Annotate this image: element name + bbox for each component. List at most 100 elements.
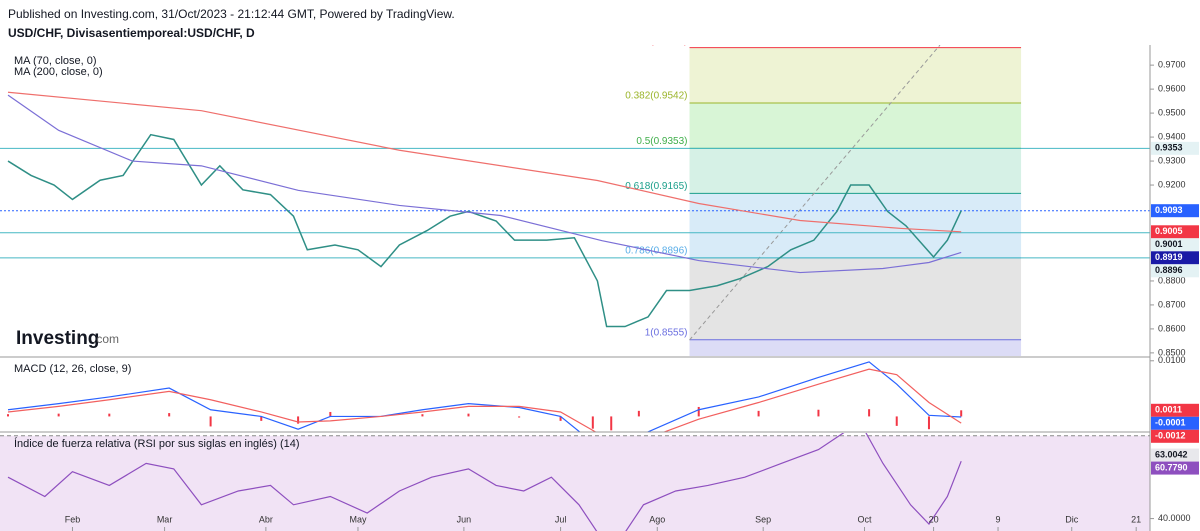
price-badge-label: 60.7790: [1155, 462, 1188, 472]
x-tick-label: 20: [929, 514, 939, 524]
y-tick-label: 0.8700: [1158, 299, 1186, 309]
fib-zone: [689, 257, 1022, 340]
series-line: [7, 91, 962, 233]
fib-label: 0.618(0.9165): [625, 181, 687, 192]
price-badge-label: 0.0011: [1155, 405, 1182, 415]
fib-zone: [689, 148, 1022, 194]
price-badge: [1151, 238, 1199, 252]
fib-label: 0.236(0.9773): [625, 35, 687, 46]
symbol: USD/CHF, Divisasentiemporeal:USD/CHF, D: [8, 26, 255, 40]
price-badge: [1151, 141, 1199, 155]
histogram-bar: [637, 410, 640, 417]
histogram-bar: [467, 413, 470, 417]
histogram-bar: [209, 416, 212, 427]
price-badge-label: 0.9005: [1155, 226, 1183, 236]
x-tick-label: Mar: [157, 514, 173, 524]
macd-panel: [7, 361, 963, 432]
price-badge: [1151, 225, 1199, 239]
y-tick-label: 0.9700: [1158, 60, 1186, 70]
y-tick-label: 0.9400: [1158, 131, 1186, 141]
macd-line: [7, 361, 962, 432]
histogram-bar: [817, 409, 820, 417]
histogram-bar: [7, 414, 9, 417]
price-badge-label: -0.0001: [1155, 418, 1186, 428]
fib-zone: [689, 47, 1022, 104]
y-tick-label: 0.0100: [1158, 355, 1186, 365]
histogram-bar: [960, 410, 963, 417]
fib-label: 0.382(0.9542): [625, 91, 687, 102]
fib-label: 1(0.8555): [645, 327, 688, 338]
x-tick-label: Abr: [259, 514, 273, 524]
y-tick-label: 0.9600: [1158, 83, 1186, 93]
price-badge: [1151, 204, 1199, 218]
histogram-bar: [329, 411, 332, 417]
x-tick-label: 21: [1131, 514, 1141, 524]
histogram-bar: [260, 416, 263, 421]
y-tick-label: 0.9300: [1158, 155, 1186, 165]
trend-line: [689, 45, 941, 341]
histogram-bar: [421, 414, 424, 417]
price-badge-label: 0.9093: [1155, 205, 1183, 215]
histogram-bar: [927, 416, 930, 430]
logo: Investing: [16, 328, 99, 349]
price-badge: [1151, 461, 1199, 475]
price-panel: 0.236(0.9773) 0.382(0.9542) 0.5(0.9353) 0.6…: [0, 35, 1150, 356]
y-tick-label: 0.8500: [1158, 347, 1186, 357]
x-tick-label: Feb: [65, 514, 81, 524]
price-badge-label: 63.0042: [1155, 449, 1188, 459]
histogram-bar: [518, 416, 521, 418]
axes: [0, 45, 1151, 531]
price-badge-label: 0.9001: [1155, 239, 1183, 249]
x-tick-label: Jul: [555, 514, 567, 524]
fib-zone: [689, 193, 1022, 258]
x-tick-label: Ago: [649, 514, 665, 524]
panel-title: MACD (12, 26, close, 9): [14, 363, 131, 375]
rsi-panel: [0, 433, 1150, 531]
price-badge-label: -0.0012: [1155, 431, 1186, 441]
histogram-bar: [895, 416, 898, 426]
fib-zone: [689, 103, 1022, 149]
series-line: [7, 94, 962, 274]
rsi-band: [0, 435, 1150, 531]
y-tick-label: 0.8800: [1158, 275, 1186, 285]
y-tick-label: 0.9200: [1158, 179, 1186, 189]
histogram-bar: [757, 410, 760, 417]
logo-suffix: .com: [93, 332, 119, 346]
histogram-bar: [591, 416, 594, 429]
histogram-bar: [108, 413, 111, 417]
x-tick-label: Dic: [1065, 514, 1078, 524]
x-tick-label: May: [349, 514, 367, 524]
fib-zone: [689, 339, 1022, 356]
y-tick-label: 40.0000: [1158, 513, 1191, 523]
price-badge: [1151, 264, 1199, 278]
price-badge-label: 0.8896: [1155, 265, 1183, 275]
price-badge: [1151, 251, 1199, 265]
panel-title: Índice de fuerza relativa (RSI por sus s…: [14, 437, 300, 450]
histogram-bar: [57, 413, 60, 417]
x-tick-label: Oct: [857, 514, 872, 524]
published: Published on Investing.com, 31/Oct/2023 …: [8, 7, 455, 21]
histogram-bar: [868, 409, 871, 417]
x-tick-label: Jun: [457, 514, 472, 524]
price-badge-label: 0.8919: [1155, 252, 1183, 262]
x-tick-label: 9: [996, 514, 1001, 524]
fib-label: 0.786(0.8896): [625, 246, 687, 257]
x-tick-label: Sep: [755, 514, 771, 524]
histogram-bar: [697, 406, 700, 417]
rsi-line: [7, 433, 962, 531]
price-badge: [1151, 448, 1199, 462]
labels: MA (70, close, 0)MA (200, close, 0) 0.970…: [14, 55, 1199, 531]
legend-entry: MA (70, close, 0): [14, 55, 97, 67]
price-badge: [1151, 429, 1199, 443]
fib-label: 0.5(0.9353): [636, 136, 687, 147]
histogram-bar: [559, 416, 562, 421]
histogram-bar: [168, 413, 171, 417]
histogram-bar: [297, 416, 300, 424]
series-line: [7, 133, 962, 328]
price-badge-label: 0.9353: [1155, 143, 1183, 153]
signal-line: [7, 368, 962, 432]
y-tick-label: 0.9500: [1158, 107, 1186, 117]
legend-entry: MA (200, close, 0): [14, 66, 103, 78]
histogram-bar: [610, 416, 613, 431]
